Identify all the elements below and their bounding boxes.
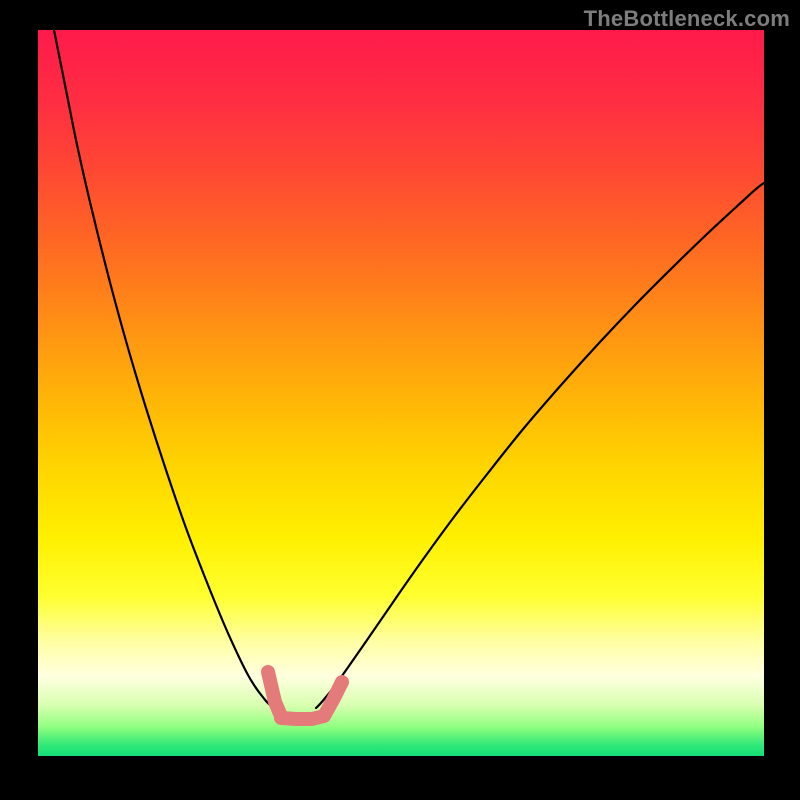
plot-svg xyxy=(38,30,764,756)
plot-background xyxy=(38,30,764,756)
watermark-text: TheBottleneck.com xyxy=(584,6,790,32)
chart-container: TheBottleneck.com xyxy=(0,0,800,800)
plot-area xyxy=(38,30,764,756)
